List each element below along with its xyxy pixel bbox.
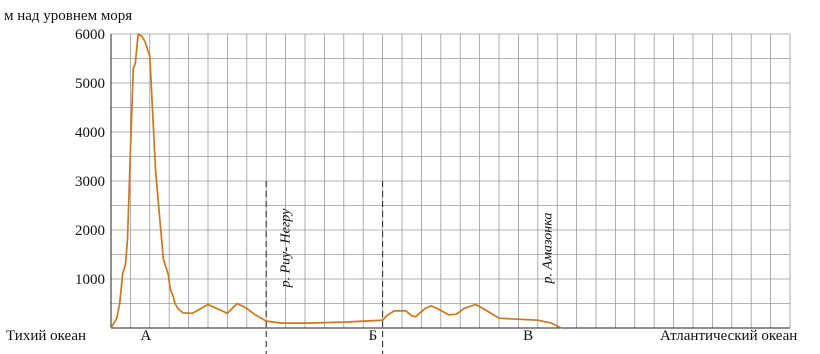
y-tick-label: 3000 — [75, 174, 105, 190]
grid — [110, 33, 791, 329]
zone-label: В — [523, 328, 533, 344]
y-tick-label: 2000 — [75, 223, 105, 239]
left-ocean-label: Тихий океан — [6, 328, 86, 344]
y-axis-title: м над уровнем моря — [4, 8, 132, 24]
right-ocean-label: Атлантический океан — [660, 328, 797, 344]
elevation-profile-line — [110, 33, 562, 329]
zone-label: Б — [369, 328, 378, 344]
labels: 1000 2000 3000 4000 5000 6000 м над уровнем мо… — [4, 8, 797, 344]
axes — [110, 34, 790, 329]
y-tick-label: 1000 — [75, 272, 105, 288]
y-tick-label: 6000 — [75, 27, 105, 43]
zone-label: А — [140, 328, 151, 344]
zone-boundaries — [265, 181, 384, 354]
river-label: р. Амазонка — [540, 213, 555, 285]
y-tick-label: 5000 — [75, 76, 105, 92]
river-label: р. Риу- Негру — [278, 208, 293, 289]
y-tick-label: 4000 — [75, 125, 105, 141]
